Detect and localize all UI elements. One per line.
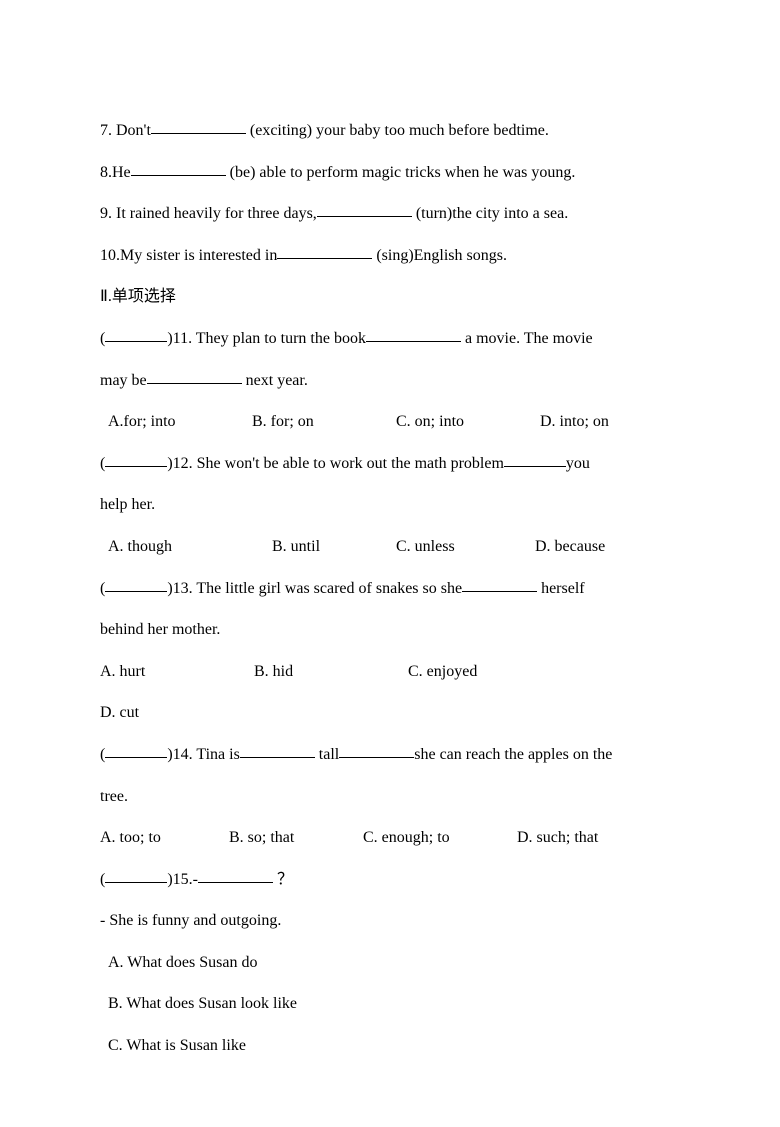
- q13-opt-b[interactable]: B. hid: [254, 651, 404, 693]
- q11-opt-a[interactable]: A.for; into: [108, 401, 248, 443]
- q14-cont: tree.: [100, 788, 128, 805]
- mc-q13-line1: ()13. The little girl was scared of snak…: [100, 568, 680, 610]
- q12-blank1[interactable]: [504, 450, 566, 467]
- q11-cont: may be: [100, 372, 147, 389]
- q15-opt-b[interactable]: B. What does Susan look like: [100, 983, 680, 1025]
- q8-prefix: 8.He: [100, 164, 131, 181]
- q14-opt-d[interactable]: D. such; that: [517, 817, 598, 859]
- q8-hint: (be) able to perform magic tricks when h…: [230, 164, 576, 181]
- q7-prefix: 7. Don't: [100, 122, 151, 139]
- q14-opt-c[interactable]: C. enough; to: [363, 817, 513, 859]
- q15-opt-c[interactable]: C. What is Susan like: [100, 1025, 680, 1067]
- q14-answer-blank[interactable]: [105, 741, 167, 758]
- q12-opt-d[interactable]: D. because: [535, 526, 675, 568]
- q12-stem2: you: [566, 455, 590, 472]
- q13-answer-blank[interactable]: [105, 575, 167, 592]
- q11-stem1: )11. They plan to turn the book: [167, 330, 366, 347]
- q11-opt-c[interactable]: C. on; into: [396, 401, 536, 443]
- q11-opt-b[interactable]: B. for; on: [252, 401, 392, 443]
- mc-q15-answer: - She is funny and outgoing.: [100, 900, 680, 942]
- q15-opt-a[interactable]: A. What does Susan do: [100, 942, 680, 984]
- q13-opt-a[interactable]: A. hurt: [100, 651, 250, 693]
- q9-hint: (turn)the city into a sea.: [416, 205, 568, 222]
- q13-opt-d[interactable]: D. cut: [100, 692, 250, 734]
- q14-blank2[interactable]: [339, 741, 414, 758]
- q12-opt-b[interactable]: B. until: [272, 526, 392, 568]
- section2-heading: Ⅱ.单项选择: [100, 276, 680, 318]
- q13-cont: behind her mother.: [100, 621, 220, 638]
- worksheet-page: 7. Don't (exciting) your baby too much b…: [0, 0, 780, 1127]
- q13-options: A. hurt B. hid C. enjoyed D. cut: [100, 651, 680, 734]
- q12-answer-blank[interactable]: [105, 450, 167, 467]
- q7-hint: (exciting) your baby too much before bed…: [250, 122, 549, 139]
- q9-blank[interactable]: [317, 200, 412, 217]
- q11-options: A.for; into B. for; on C. on; into D. in…: [100, 401, 680, 443]
- q10-hint: (sing)English songs.: [376, 247, 507, 264]
- fillin-q8: 8.He (be) able to perform magic tricks w…: [100, 152, 680, 194]
- q11-stem2: a movie. The movie: [461, 330, 593, 347]
- q12-cont: help her.: [100, 496, 155, 513]
- fillin-q7: 7. Don't (exciting) your baby too much b…: [100, 110, 680, 152]
- q9-prefix: 9. It rained heavily for three days,: [100, 205, 317, 222]
- q14-opt-b[interactable]: B. so; that: [229, 817, 359, 859]
- q8-blank[interactable]: [131, 159, 226, 176]
- q15-tail: ？: [277, 871, 293, 888]
- mc-q11-line2: may be next year.: [100, 360, 680, 402]
- q15-blank1[interactable]: [198, 866, 273, 883]
- q11-blank1[interactable]: [366, 325, 461, 342]
- q13-opt-c[interactable]: C. enjoyed: [408, 651, 558, 693]
- q11-opt-d[interactable]: D. into; on: [540, 401, 680, 443]
- q15-stem1: )15.-: [167, 871, 198, 888]
- mc-q14-line2: tree.: [100, 776, 680, 818]
- mc-q14-line1: ()14. Tina is tallshe can reach the appl…: [100, 734, 680, 776]
- q13-stem1: )13. The little girl was scared of snake…: [167, 580, 462, 597]
- q11-answer-blank[interactable]: [105, 325, 167, 342]
- q12-opt-c[interactable]: C. unless: [396, 526, 531, 568]
- q14-opt-a[interactable]: A. too; to: [100, 817, 225, 859]
- mc-q13-line2: behind her mother.: [100, 609, 680, 651]
- mc-q11-line1: ()11. They plan to turn the book a movie…: [100, 318, 680, 360]
- q12-opt-a[interactable]: A. though: [108, 526, 268, 568]
- q10-blank[interactable]: [277, 242, 372, 259]
- q12-options: A. though B. until C. unless D. because: [100, 526, 680, 568]
- q14-blank1[interactable]: [240, 741, 315, 758]
- q13-blank1[interactable]: [462, 575, 537, 592]
- q13-stem2: herself: [537, 580, 585, 597]
- q11-blank2[interactable]: [147, 367, 242, 384]
- q14-stem2: she can reach the apples on the: [414, 746, 612, 763]
- fillin-q9: 9. It rained heavily for three days, (tu…: [100, 193, 680, 235]
- q12-stem1: )12. She won't be able to work out the m…: [167, 455, 504, 472]
- q7-blank[interactable]: [151, 117, 246, 134]
- q14-stem1: )14. Tina is: [167, 746, 239, 763]
- q11-tail: next year.: [242, 372, 308, 389]
- fillin-q10: 10.My sister is interested in (sing)Engl…: [100, 235, 680, 277]
- q15-answer-blank[interactable]: [105, 866, 167, 883]
- q14-mid: tall: [315, 746, 339, 763]
- mc-q12-line1: ()12. She won't be able to work out the …: [100, 443, 680, 485]
- mc-q12-line2: help her.: [100, 484, 680, 526]
- q10-prefix: 10.My sister is interested in: [100, 247, 277, 264]
- q14-options: A. too; to B. so; that C. enough; to D. …: [100, 817, 680, 859]
- mc-q15-line1: ()15.- ？: [100, 859, 680, 901]
